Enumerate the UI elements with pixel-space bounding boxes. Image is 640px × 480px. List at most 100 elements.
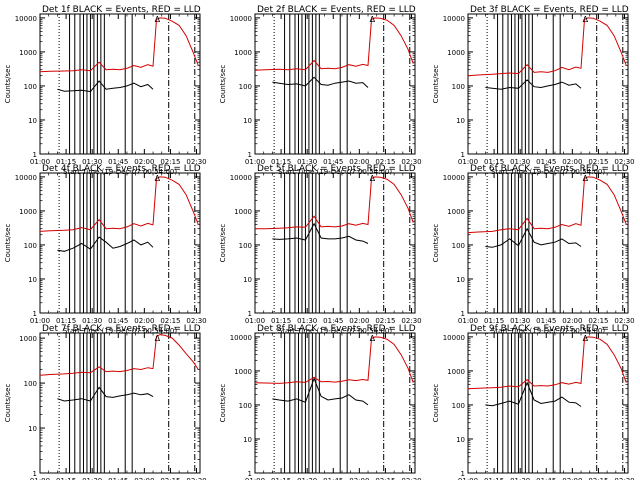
y-tick-label: 100: [24, 83, 37, 91]
x-tick-label: 01:15: [271, 317, 291, 325]
y-tick-label: 1000: [19, 335, 37, 343]
x-tick-label: 01:30: [82, 317, 102, 325]
x-tick-label: 02:30: [401, 477, 421, 480]
x-tick-label: 01:15: [484, 317, 504, 325]
y-tick-label: 10000: [230, 15, 252, 23]
y-tick-label: 1000: [234, 208, 252, 216]
y-axis-label: Counts/sec: [4, 65, 12, 104]
panel-title: Det 6f BLACK = Events, RED = LLD: [470, 164, 629, 174]
plot-frame: [254, 332, 416, 474]
x-tick-label: 02:15: [160, 477, 180, 480]
plot-frame: [467, 172, 629, 314]
x-tick-label: 01:45: [536, 158, 556, 166]
x-tick-label: 02:00: [134, 317, 154, 325]
x-axis-label: Start Time (19-Dec-07 00:54:00): [63, 168, 177, 176]
panel-title: Det 3f BLACK = Events, RED = LLD: [470, 5, 629, 15]
x-tick-label: 01:30: [82, 158, 102, 166]
y-tick-label: 10000: [230, 174, 252, 182]
y-axis-label: Counts/sec: [4, 384, 12, 423]
x-tick-label: 01:00: [245, 158, 265, 166]
plot-frame: [39, 13, 201, 155]
x-tick-label: 02:00: [562, 477, 582, 480]
lld-series-line: [254, 17, 414, 71]
x-tick-label: 01:45: [323, 317, 343, 325]
x-tick-label: 02:30: [186, 477, 206, 480]
x-tick-label: 01:30: [510, 477, 530, 480]
x-tick-label: 01:15: [56, 317, 76, 325]
x-tick-label: 02:30: [614, 317, 634, 325]
y-tick-label: 100: [24, 380, 37, 388]
y-axis-label: Counts/sec: [219, 224, 227, 263]
y-tick-label: 1: [461, 151, 465, 159]
y-tick-label: 1000: [447, 208, 465, 216]
x-tick-label: 02:00: [562, 158, 582, 166]
detector-panel: Det 4f BLACK = Events, RED = LLD Counts/s…: [4, 164, 207, 335]
x-tick-label: 02:00: [134, 158, 154, 166]
x-tick-label: 02:00: [349, 317, 369, 325]
y-axis-label: Counts/sec: [4, 224, 12, 263]
y-tick-label: 1: [248, 470, 252, 478]
peak-marker-triangle: Δ: [583, 15, 589, 24]
lld-series-line: [255, 176, 414, 230]
y-tick-label: 1000: [19, 208, 37, 216]
events-series-line: [272, 222, 369, 244]
lld-series-line: [39, 17, 199, 73]
x-tick-label: 01:00: [245, 317, 265, 325]
plot-frame: [254, 13, 416, 155]
lld-series-line: [39, 176, 199, 232]
events-series-line: [57, 236, 154, 252]
y-tick-label: 10000: [230, 334, 252, 342]
peak-marker-triangle: Δ: [155, 334, 161, 343]
y-axis-label: Counts/sec: [219, 384, 227, 423]
y-axis-label: Counts/sec: [219, 65, 227, 104]
y-tick-label: 100: [452, 402, 465, 410]
lld-series-line: [467, 336, 627, 390]
peak-marker-triangle: Δ: [370, 334, 376, 343]
y-tick-label: 1: [248, 151, 252, 159]
x-tick-label: 02:30: [401, 317, 421, 325]
y-tick-label: 1: [461, 470, 465, 478]
lld-series-line: [467, 17, 627, 77]
y-tick-label: 1000: [447, 49, 465, 57]
plot-frame: [39, 332, 201, 474]
x-tick-label: 01:00: [458, 158, 478, 166]
y-tick-label: 1000: [19, 49, 37, 57]
x-tick-label: 01:45: [108, 477, 128, 480]
x-tick-label: 02:30: [186, 158, 206, 166]
x-tick-label: 01:00: [30, 317, 50, 325]
y-tick-label: 100: [24, 242, 37, 250]
x-tick-label: 02:15: [375, 317, 395, 325]
lld-series-line: [254, 336, 414, 384]
panel-title: Det 8f BLACK = Events, RED = LLD: [257, 324, 416, 334]
panel-title: Det 5f BLACK = Events, RED = LLD: [257, 164, 416, 174]
x-tick-label: 02:00: [349, 477, 369, 480]
y-tick-label: 10000: [15, 15, 37, 23]
peak-marker-triangle: Δ: [583, 174, 589, 183]
x-tick-label: 01:45: [323, 477, 343, 480]
peak-marker-triangle: Δ: [370, 174, 376, 183]
x-tick-label: 02:15: [375, 158, 395, 166]
y-tick-label: 1: [33, 310, 37, 318]
x-tick-label: 01:00: [458, 477, 478, 480]
x-tick-label: 02:15: [375, 477, 395, 480]
x-tick-label: 01:00: [245, 477, 265, 480]
x-axis-label: Start Time (19-Dec-07 00:54:00): [491, 168, 605, 176]
y-tick-label: 1: [33, 470, 37, 478]
panel-title: Det 4f BLACK = Events, RED = LLD: [42, 164, 201, 174]
y-tick-label: 10: [28, 117, 37, 125]
plot-frame: [254, 172, 416, 314]
y-tick-label: 100: [239, 402, 252, 410]
x-tick-label: 01:00: [458, 317, 478, 325]
y-tick-label: 1000: [447, 368, 465, 376]
detector-panel: Det 5f BLACK = Events, RED = LLD Counts/s…: [219, 164, 422, 335]
peak-marker-triangle: Δ: [370, 15, 376, 24]
y-tick-label: 1: [461, 310, 465, 318]
x-tick-label: 02:30: [186, 317, 206, 325]
x-tick-label: 02:00: [349, 158, 369, 166]
x-tick-label: 02:30: [614, 477, 634, 480]
x-tick-label: 02:15: [160, 158, 180, 166]
y-tick-label: 10000: [443, 15, 465, 23]
x-tick-label: 02:30: [614, 158, 634, 166]
y-tick-label: 100: [239, 242, 252, 250]
x-axis-label: Start Time (19-Dec-07 00:54:00): [491, 327, 605, 335]
